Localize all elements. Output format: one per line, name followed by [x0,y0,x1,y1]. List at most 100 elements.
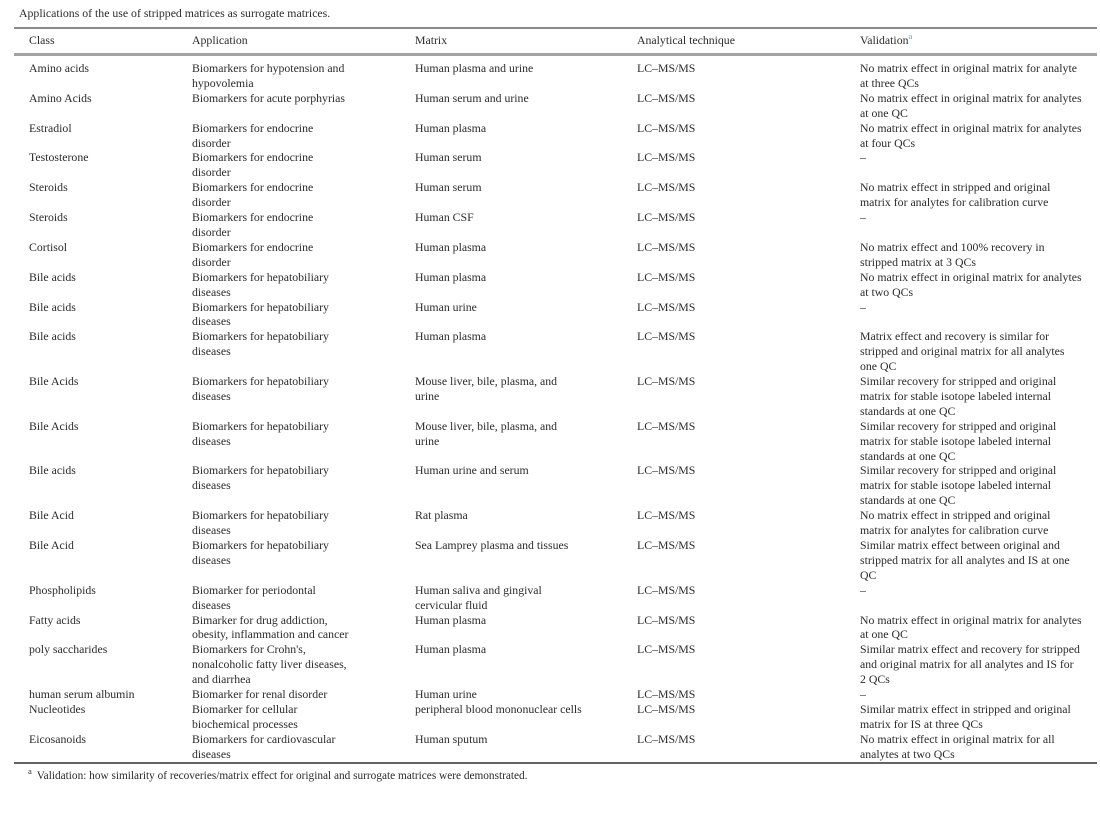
cell-class: Bile Acids [29,418,79,433]
cell-application: Biomarkers for endocrine disorder [192,180,314,210]
cell-validation: No matrix effect in original matrix for … [860,269,1082,299]
table-row: Phospholipids Biomarker for periodontal … [14,583,1097,613]
cell-analytical-technique: LC–MS/MS [637,612,696,627]
validation-footnote-marker: a [908,31,913,42]
cell-analytical-technique: LC–MS/MS [637,299,696,314]
cell-matrix: Rat plasma [415,508,468,523]
cell-analytical-technique: LC–MS/MS [637,329,696,344]
cell-validation: – [860,210,866,225]
cell-validation: No matrix effect and 100% recovery in st… [860,239,1045,269]
cell-matrix: Mouse liver, bile, plasma, and urine [415,374,558,403]
cell-matrix: Human urine and serum [415,463,529,478]
cell-analytical-technique: LC–MS/MS [637,508,696,523]
table-row: Bile acids Biomarkers for hepatobiliary … [14,270,1097,300]
table-row: Fatty acids Bimarker for drug addiction,… [14,613,1097,643]
cell-analytical-technique: LC–MS/MS [637,120,696,135]
table-row: Amino acids Biomarkers for hypotension a… [14,55,1097,91]
cell-matrix: Human serum [415,180,482,195]
cell-analytical-technique: LC–MS/MS [637,687,696,702]
cell-analytical-technique: LC–MS/MS [637,701,696,716]
cell-class: Amino acids [29,61,89,75]
footnote-marker: a [28,765,32,776]
table-row: Bile acids Biomarkers for hepatobiliary … [14,300,1097,330]
table-row: Bile Acids Biomarkers for hepatobiliary … [14,419,1097,464]
cell-validation: – [860,299,866,314]
cell-class: Bile Acids [29,374,79,389]
table-row: Eicosanoids Biomarkers for cardiovascula… [14,732,1097,763]
cell-application: Biomarker for cellular biochemical proce… [192,701,298,731]
header-analytical-technique: Analytical technique [637,28,860,56]
cell-class: Phospholipids [29,582,96,597]
cell-application: Biomarker for periodontal diseases [192,582,316,612]
table-row: Steroids Biomarkers for endocrine disord… [14,210,1097,240]
cell-application: Biomarkers for hepatobiliary diseases [192,299,329,329]
cell-validation: No matrix effect in original matrix for … [860,612,1082,642]
cell-class: Testosterone [29,150,89,165]
cell-application: Biomarkers for hepatobiliary diseases [192,508,329,538]
cell-analytical-technique: LC–MS/MS [637,90,696,105]
table-row: Estradiol Biomarkers for endocrine disor… [14,121,1097,151]
cell-class: Cortisol [29,239,68,254]
cell-matrix: Human plasma [415,642,487,657]
cell-matrix: Human plasma and urine [415,61,534,75]
header-application: Application [192,28,415,56]
cell-analytical-technique: LC–MS/MS [637,463,696,478]
table-row: Bile Acids Biomarkers for hepatobiliary … [14,374,1097,419]
cell-analytical-technique: LC–MS/MS [637,418,696,433]
cell-matrix: Human CSF [415,210,474,225]
table-header: Class Application Matrix Analytical tech… [14,28,1097,56]
cell-validation: Similar recovery for stripped and origin… [860,374,1057,418]
cell-validation: Similar matrix effect between original a… [860,538,1070,582]
cell-class: Amino Acids [29,90,92,105]
cell-validation: Similar matrix effect in stripped and or… [860,701,1071,731]
cell-matrix: peripheral blood mononuclear cells [415,701,582,716]
cell-analytical-technique: LC–MS/MS [637,269,696,284]
cell-analytical-technique: LC–MS/MS [637,731,696,746]
footnote-text: Validation: how similarity of recoveries… [36,769,528,782]
cell-analytical-technique: LC–MS/MS [637,642,696,657]
cell-application: Biomarkers for endocrine disorder [192,210,314,239]
cell-matrix: Human urine [415,299,477,314]
header-validation: Validationa [860,28,1097,56]
header-class: Class [14,28,192,56]
table-body: Amino acids Biomarkers for hypotension a… [14,55,1097,763]
cell-validation: – [860,582,866,597]
table-row: Bile acids Biomarkers for hepatobiliary … [14,329,1097,374]
cell-validation: No matrix effect in stripped and origina… [860,180,1051,210]
cell-matrix: Human plasma [415,612,487,627]
cell-analytical-technique: LC–MS/MS [637,210,696,225]
cell-validation: Similar recovery for stripped and origin… [860,463,1057,508]
header-matrix: Matrix [415,28,637,56]
table-row: Bile Acid Biomarkers for hepatobiliary d… [14,508,1097,538]
cell-application: Biomarkers for endocrine disorder [192,239,314,269]
cell-analytical-technique: LC–MS/MS [637,180,696,195]
cell-matrix: Human plasma [415,239,487,254]
cell-analytical-technique: LC–MS/MS [637,150,696,165]
table-footnote: a Validation: how similarity of recoverie… [28,765,1100,783]
cell-matrix: Sea Lamprey plasma and tissues [415,538,569,552]
cell-application: Biomarkers for hypotension and hypovolem… [192,61,345,90]
cell-class: poly saccharides [29,642,108,657]
cell-validation: – [860,150,866,165]
cell-application: Biomarkers for endocrine disorder [192,150,314,180]
cell-application: Biomarkers for hepatobiliary diseases [192,418,329,448]
cell-validation: No matrix effect in stripped and origina… [860,508,1051,538]
cell-class: Bile Acid [29,538,74,552]
cell-validation: No matrix effect in original matrix for … [860,90,1082,120]
cell-class: Nucleotides [29,701,86,716]
cell-application: Biomarkers for hepatobiliary diseases [192,269,329,299]
cell-matrix: Human sputum [415,731,488,746]
cell-class: Bile acids [29,299,76,314]
cell-analytical-technique: LC–MS/MS [637,538,696,552]
cell-validation: Similar recovery for stripped and origin… [860,418,1057,463]
table-row: Nucleotides Biomarker for cellular bioch… [14,702,1097,732]
cell-analytical-technique: LC–MS/MS [637,374,696,389]
table-row: Bile Acid Biomarkers for hepatobiliary d… [14,538,1097,583]
cell-matrix: Human urine [415,687,477,702]
cell-matrix: Human saliva and gingival cervicular flu… [415,582,542,612]
cell-application: Biomarkers for Crohn's, nonalcoholic fat… [192,642,347,687]
cell-application: Biomarker for renal disorder [192,687,328,702]
cell-validation: No matrix effect in original matrix for … [860,120,1082,150]
cell-application: Biomarkers for hepatobiliary diseases [192,374,329,403]
